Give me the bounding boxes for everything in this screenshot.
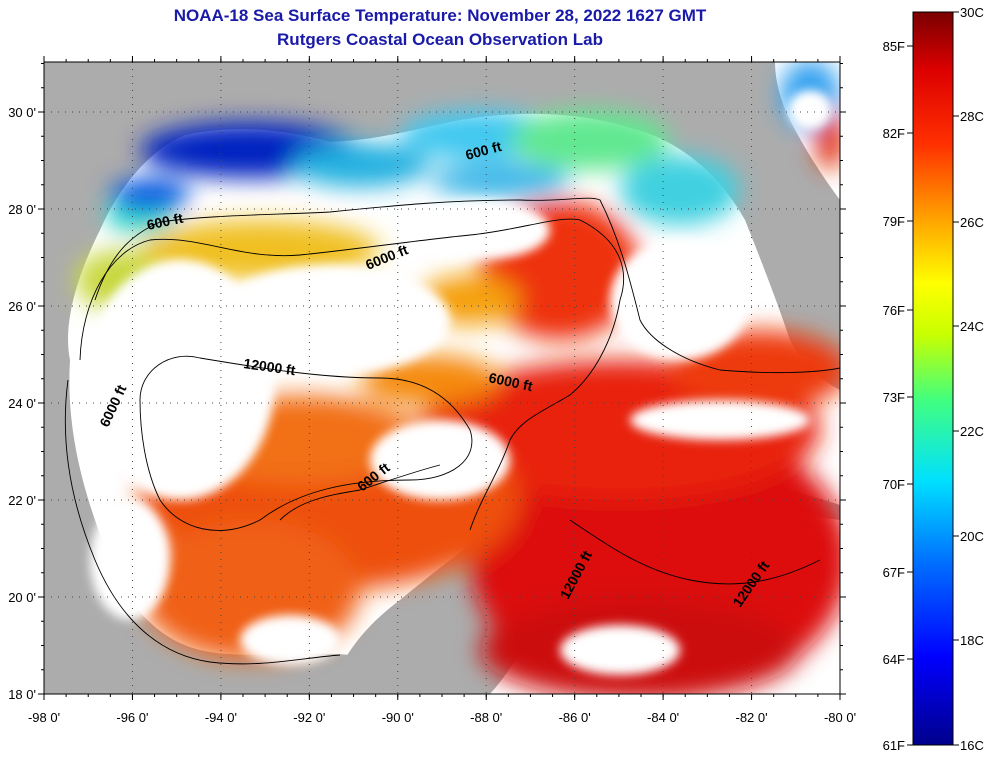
depth-contours xyxy=(64,197,840,665)
colorbar-f-label: 70F xyxy=(883,477,905,492)
latitude-tick-label: 26 0' xyxy=(8,299,36,314)
contour-label: 600 ft xyxy=(145,210,184,233)
latitude-tick-label: 18 0' xyxy=(8,687,36,702)
colorbar-c-label: 20C xyxy=(960,529,984,544)
colorbar-f-label: 79F xyxy=(883,214,905,229)
longitude-axis: -98 0' -96 0' -94 0' -92 0' -90 0' -88 0' -86 … xyxy=(28,56,856,725)
longitude-tick-label: -96 0' xyxy=(116,710,148,725)
latitude-tick-label: 24 0' xyxy=(8,396,36,411)
longitude-tick-label: -98 0' xyxy=(28,710,60,725)
longitude-tick-label: -84 0' xyxy=(647,710,679,725)
colorbar-c-label: 30C xyxy=(960,5,984,20)
colorbar-celsius-labels: 30C 28C 26C 24C 22C 20C 18C 16C xyxy=(953,5,984,753)
contour-600ft-yucatan xyxy=(279,464,441,521)
color-scale-bar xyxy=(912,11,954,746)
contour-12000ft-east xyxy=(569,519,821,585)
longitude-tick-label: -80 0' xyxy=(824,710,856,725)
colorbar-f-label: 64F xyxy=(883,652,905,667)
colorbar-f-label: 73F xyxy=(883,390,905,405)
colorbar-c-label: 26C xyxy=(960,215,984,230)
contour-6000ft xyxy=(79,218,624,531)
colorbar-c-label: 16C xyxy=(960,738,984,753)
colorbar-f-label: 76F xyxy=(883,303,905,318)
colorbar-c-label: 24C xyxy=(960,319,984,334)
colorbar-f-label: 67F xyxy=(883,565,905,580)
latitude-tick-label: 20 0' xyxy=(8,590,36,605)
latitude-tick-label: 30 0' xyxy=(8,105,36,120)
contour-600ft xyxy=(94,197,840,374)
longitude-tick-label: -88 0' xyxy=(470,710,502,725)
colorbar-c-label: 22C xyxy=(960,424,984,439)
latitude-tick-label: 28 0' xyxy=(8,202,36,217)
contour-coastal-west xyxy=(64,379,341,665)
colorbar-f-label: 61F xyxy=(883,738,905,753)
colorbar-f-label: 82F xyxy=(883,126,905,141)
latitude-tick-label: 22 0' xyxy=(8,493,36,508)
colorbar-f-label: 85F xyxy=(883,39,905,54)
longitude-tick-label: -94 0' xyxy=(205,710,237,725)
contour-label: 12000 ft xyxy=(243,355,297,378)
longitude-tick-label: -86 0' xyxy=(559,710,591,725)
colorbar-c-label: 28C xyxy=(960,109,984,124)
longitude-tick-label: -90 0' xyxy=(382,710,414,725)
graticule xyxy=(44,62,840,694)
colorbar-fahrenheit-labels: 85F 82F 79F 76F 73F 70F 67F 64F 61F xyxy=(883,39,913,753)
contour-12000ft xyxy=(139,355,473,531)
map-subtitle: Rutgers Coastal Ocean Observation Lab xyxy=(277,30,603,49)
longitude-tick-label: -82 0' xyxy=(735,710,767,725)
colorbar-c-label: 18C xyxy=(960,633,984,648)
longitude-tick-label: -92 0' xyxy=(293,710,325,725)
latitude-axis: 18 0' 20 0' 22 0' 24 0' 26 0' 28 0' 30 0' xyxy=(8,63,846,702)
map-title: NOAA-18 Sea Surface Temperature: Novembe… xyxy=(173,6,707,25)
